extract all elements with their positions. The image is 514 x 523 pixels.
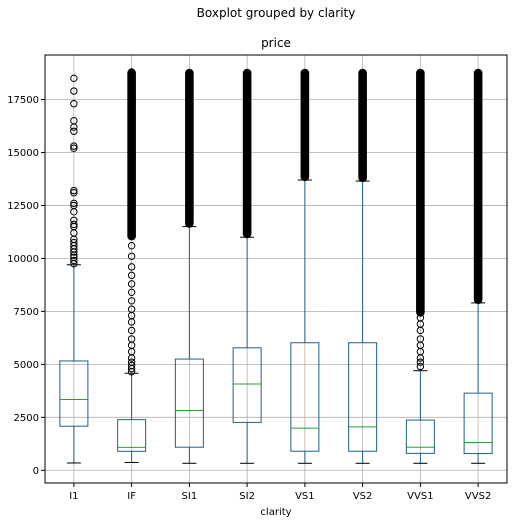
outlier-point [127,280,136,288]
box-IF [117,68,147,463]
x-tick-label: VS1 [295,491,315,502]
grid-lines [45,55,507,483]
y-tick-label: 7500 [14,307,39,318]
outlier-point [70,199,78,208]
outlier-point [70,201,78,210]
box-iqr [232,347,262,423]
outlier-cluster [127,68,136,241]
outlier-point [127,263,136,271]
box-SI2 [232,68,262,464]
outlier-point [70,116,78,125]
box-VVS1 [405,68,435,464]
box-SI1 [174,68,204,464]
outlier-point [70,186,78,195]
box-I1 [59,74,89,464]
outlier-point [127,305,136,313]
outlier-cluster [358,68,367,183]
outlier-point [70,189,78,197]
box-iqr [174,358,204,448]
x-tick-label: I1 [69,491,78,502]
outlier-cluster [416,68,425,317]
box-iqr [405,419,435,454]
y-tick-label: 10000 [7,254,39,265]
outlier-point [70,256,78,265]
outlier-cluster [473,68,483,304]
outlier-point [127,252,136,260]
x-tick-label: SI1 [182,491,198,502]
box-VVS2 [463,68,493,464]
outlier-point [127,326,136,335]
outlier-point [70,144,78,152]
outlier-point [416,362,425,371]
plot-frame [44,54,508,484]
outlier-point [127,297,136,305]
x-axis: I1 IF SI1 SI2 VS1 VS2 VVS1 VVS2 [69,483,491,502]
outlier-point [416,358,425,366]
x-tick-label: VVS2 [465,491,491,502]
outlier-point [70,100,78,108]
box-iqr [290,342,320,452]
outlier-cluster [242,68,252,239]
box-iqr [59,360,89,427]
outlier-cluster [300,68,310,182]
outlier-point [70,253,78,262]
y-tick-label: 5000 [14,360,39,371]
y-tick-label: 17500 [7,95,39,106]
x-tick-label: VVS1 [407,491,433,502]
outlier-point [127,271,136,280]
box-VS2 [348,68,378,464]
outlier-point [70,127,78,135]
box-iqr [463,392,493,455]
outlier-point [127,288,136,297]
chart-title: price [261,36,291,50]
outlier-point [416,335,425,343]
x-tick-label: SI2 [239,491,255,502]
x-tick-label: IF [127,491,136,502]
chart-suptitle: Boxplot grouped by clarity [197,6,356,20]
outlier-point [127,361,136,370]
y-tick-label: 12500 [7,201,39,212]
outlier-point [70,142,78,150]
y-tick-label: 0 [33,466,39,477]
outlier-point [70,216,78,224]
outlier-point [127,358,136,366]
box-series [59,68,493,464]
box-iqr [117,419,147,452]
x-axis-label: clarity [260,507,291,518]
outlier-point [70,238,78,247]
outlier-point [70,220,78,229]
y-tick-label: 2500 [14,413,39,424]
outlier-point [70,87,78,95]
box-iqr [348,342,378,452]
box-VS1 [290,68,320,464]
outlier-point [127,241,136,250]
outlier-point [70,74,78,83]
x-tick-label: VS2 [353,491,373,502]
y-tick-label: 15000 [7,148,39,159]
outlier-point [127,335,136,343]
y-axis: 0 2500 5000 7500 10000 12500 15000 17500 [7,95,45,477]
outlier-cluster [185,68,194,228]
